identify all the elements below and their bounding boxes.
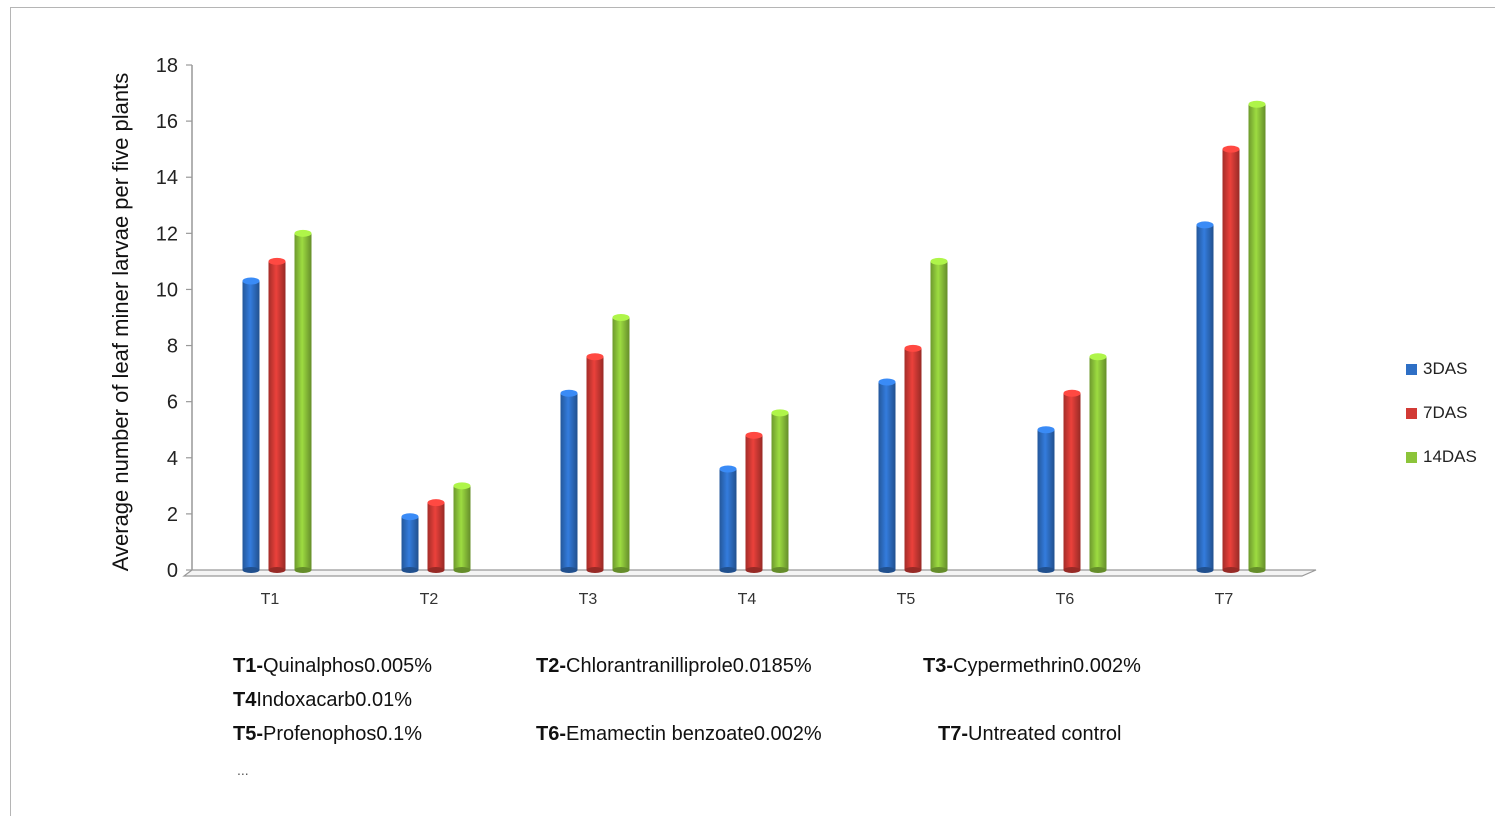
legend: 3DAS 7DAS 14DAS xyxy=(1406,358,1477,490)
treatment-name: Quinalphos0.005% xyxy=(263,655,433,677)
bar-7DAS-T3 xyxy=(586,353,604,573)
treatment-name: Emamectin benzoate0.002% xyxy=(566,723,822,745)
bar-14DAS-T7 xyxy=(1248,100,1266,573)
bar-14DAS-T4 xyxy=(771,409,789,573)
bar-3DAS-T5 xyxy=(878,378,896,573)
legend-swatch xyxy=(1406,451,1417,463)
bar-14DAS-T5 xyxy=(930,257,948,573)
y-tick-label: 0 xyxy=(167,560,178,582)
treatment-name: Profenophos0.1% xyxy=(263,723,423,745)
bar-3DAS-T2 xyxy=(401,513,419,573)
treatment-name: Untreated control xyxy=(968,723,1122,745)
treatment-note: T7-Untreated control xyxy=(938,723,1121,746)
treatment-name: Indoxacarb0.01% xyxy=(256,689,413,711)
treatment-code: T4 xyxy=(233,689,257,711)
treatment-note: T5-Profenophos0.1% xyxy=(233,723,422,746)
bar-7DAS-T5 xyxy=(904,344,922,573)
x-tick-label: T5 xyxy=(897,591,916,608)
bar-7DAS-T1 xyxy=(268,257,286,573)
legend-item-3DAS: 3DAS xyxy=(1406,358,1477,380)
y-tick-label: 10 xyxy=(156,279,178,301)
treatment-code: T1- xyxy=(233,655,263,677)
bar-7DAS-T7 xyxy=(1222,145,1240,573)
legend-label: 7DAS xyxy=(1423,403,1468,422)
x-tick-label: T3 xyxy=(579,591,598,608)
legend-item-14DAS: 14DAS xyxy=(1406,446,1477,468)
treatment-note: T4Indoxacarb0.01% xyxy=(233,689,412,712)
y-tick-label: 18 xyxy=(156,55,178,77)
legend-item-7DAS: 7DAS xyxy=(1406,402,1477,424)
y-tick-label: 4 xyxy=(167,448,178,470)
treatment-code: T7- xyxy=(938,723,968,745)
treatment-note: T2-Chlorantranilliprole0.0185% xyxy=(536,655,812,678)
treatment-code: T6- xyxy=(536,723,566,745)
treatment-note: T3-Cypermethrin0.002% xyxy=(923,655,1141,678)
y-tick-label: 16 xyxy=(156,111,178,133)
bar-14DAS-T3 xyxy=(612,314,630,573)
bar-3DAS-T4 xyxy=(719,465,737,573)
y-tick-label: 6 xyxy=(167,392,178,414)
bar-3DAS-T1 xyxy=(242,277,260,573)
bars xyxy=(242,100,1266,573)
y-tick-label: 8 xyxy=(167,336,178,358)
treatment-note: T1-Quinalphos0.005% xyxy=(233,655,432,678)
treatment-name: Cypermethrin0.002% xyxy=(953,655,1141,677)
treatment-code: T5- xyxy=(233,723,263,745)
treatment-code: T2- xyxy=(536,655,566,677)
x-tick-label: T7 xyxy=(1215,591,1234,608)
x-tick-label: T4 xyxy=(738,591,757,608)
bar-7DAS-T2 xyxy=(427,499,445,573)
ellipsis-text: ... xyxy=(237,762,249,778)
treatment-code: T3- xyxy=(923,655,953,677)
treatment-note: T6-Emamectin benzoate0.002% xyxy=(536,723,822,746)
treatment-name: Chlorantranilliprole0.0185% xyxy=(566,655,812,677)
y-tick-label: 12 xyxy=(156,223,178,245)
bar-7DAS-T4 xyxy=(745,431,763,573)
x-tick-label: T6 xyxy=(1056,591,1075,608)
legend-label: 14DAS xyxy=(1423,447,1477,466)
y-tick-label: 14 xyxy=(156,167,178,189)
legend-swatch xyxy=(1406,363,1417,375)
bar-3DAS-T7 xyxy=(1196,221,1214,573)
bar-14DAS-T2 xyxy=(453,482,471,573)
bar-14DAS-T1 xyxy=(294,229,312,573)
bar-7DAS-T6 xyxy=(1063,389,1081,573)
figure-frame xyxy=(10,7,1495,816)
legend-swatch xyxy=(1406,407,1417,419)
x-tick-label: T2 xyxy=(420,591,439,608)
y-tick-label: 2 xyxy=(167,504,178,526)
bar-14DAS-T6 xyxy=(1089,353,1107,573)
legend-label: 3DAS xyxy=(1423,359,1468,378)
x-tick-label: T1 xyxy=(261,591,280,608)
bar-3DAS-T6 xyxy=(1037,426,1055,573)
y-axis-label: Average number of leaf miner larvae per … xyxy=(108,73,133,572)
bar-3DAS-T3 xyxy=(560,389,578,573)
